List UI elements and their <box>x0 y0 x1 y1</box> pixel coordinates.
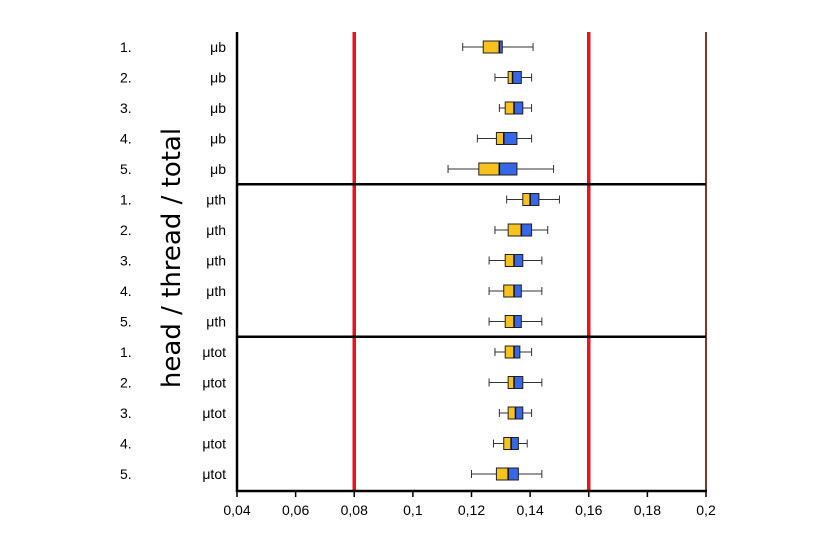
box-lower-quartile <box>495 467 509 481</box>
row-index-label: 3. <box>120 100 132 116</box>
row-label: μb <box>210 131 226 147</box>
row-index-label: 4. <box>120 283 132 299</box>
x-tick-label: 0,1 <box>403 502 423 518</box>
box-lower-quartile <box>507 406 516 420</box>
box-upper-quartile <box>513 254 524 267</box>
x-tick-label: 0,18 <box>634 502 661 518</box>
box-lower-quartile <box>478 162 500 176</box>
x-tick-label: 0,16 <box>575 502 602 518</box>
box-lower-quartile <box>507 223 522 237</box>
row-index-label: 2. <box>120 375 132 391</box>
box-lower-quartile <box>482 40 500 54</box>
box-upper-quartile <box>498 162 518 176</box>
box-upper-quartile <box>513 101 524 115</box>
row-label: μtot <box>202 405 226 421</box>
box-upper-quartile <box>513 376 524 389</box>
row-index-label: 5. <box>120 161 132 177</box>
box-lower-quartile <box>522 193 531 206</box>
x-tick-label: 0,2 <box>696 502 716 518</box>
box-lower-quartile <box>504 345 515 359</box>
box-upper-quartile <box>520 223 533 237</box>
row-label: μb <box>210 39 226 55</box>
row-label: μth <box>206 192 226 208</box>
box-upper-quartile <box>507 467 519 481</box>
plot-area: 0,04 0,06 0,08 0,1 0,12 0,14 0,16 0,18 0,2 1. μb 2.… <box>120 32 716 518</box>
x-tick-label: 0,14 <box>517 502 544 518</box>
box-upper-quartile <box>513 345 521 359</box>
row-index-label: 4. <box>120 131 132 147</box>
row-label: μb <box>210 70 226 86</box>
row-index-label: 1. <box>120 344 132 360</box>
y-axis-label: head / thread / total <box>157 128 187 388</box>
x-tick-label: 0,12 <box>458 502 485 518</box>
row-label: μtot <box>202 375 226 391</box>
row-label: μth <box>206 314 226 330</box>
row-label: μtot <box>202 466 226 482</box>
box-lower-quartile <box>503 284 515 298</box>
row-index-label: 1. <box>120 39 132 55</box>
row-index-label: 2. <box>120 222 132 238</box>
row-index-label: 3. <box>120 405 132 421</box>
row-label: μth <box>206 253 226 269</box>
x-tick-label: 0,06 <box>282 502 309 518</box>
box-upper-quartile <box>503 132 518 145</box>
box-upper-quartile <box>510 437 519 450</box>
box-lower-quartile <box>504 254 515 267</box>
x-tick-label: 0,04 <box>223 502 250 518</box>
row-label: μth <box>206 222 226 238</box>
row-label: μb <box>210 161 226 177</box>
box-lower-quartile <box>504 315 515 328</box>
row-index-label: 4. <box>120 436 132 452</box>
box-upper-quartile <box>513 315 522 328</box>
row-label: μtot <box>202 344 226 360</box>
box-lower-quartile <box>504 101 515 115</box>
row-index-label: 5. <box>120 314 132 330</box>
box-upper-quartile <box>513 284 522 298</box>
row-label: μb <box>210 100 226 116</box>
box-lower-quartile <box>495 132 505 145</box>
box-lower-quartile <box>503 437 512 450</box>
x-tick-label: 0,08 <box>341 502 368 518</box>
row-index-label: 5. <box>120 466 132 482</box>
row-label: μtot <box>202 436 226 452</box>
row-index-label: 3. <box>120 253 132 269</box>
box-upper-quartile <box>529 193 540 206</box>
box-upper-quartile <box>514 406 524 420</box>
row-label: μth <box>206 283 226 299</box>
row-index-label: 2. <box>120 70 132 86</box>
row-index-label: 1. <box>120 192 132 208</box>
box-lower-quartile <box>507 376 515 389</box>
box-upper-quartile <box>512 71 522 84</box>
